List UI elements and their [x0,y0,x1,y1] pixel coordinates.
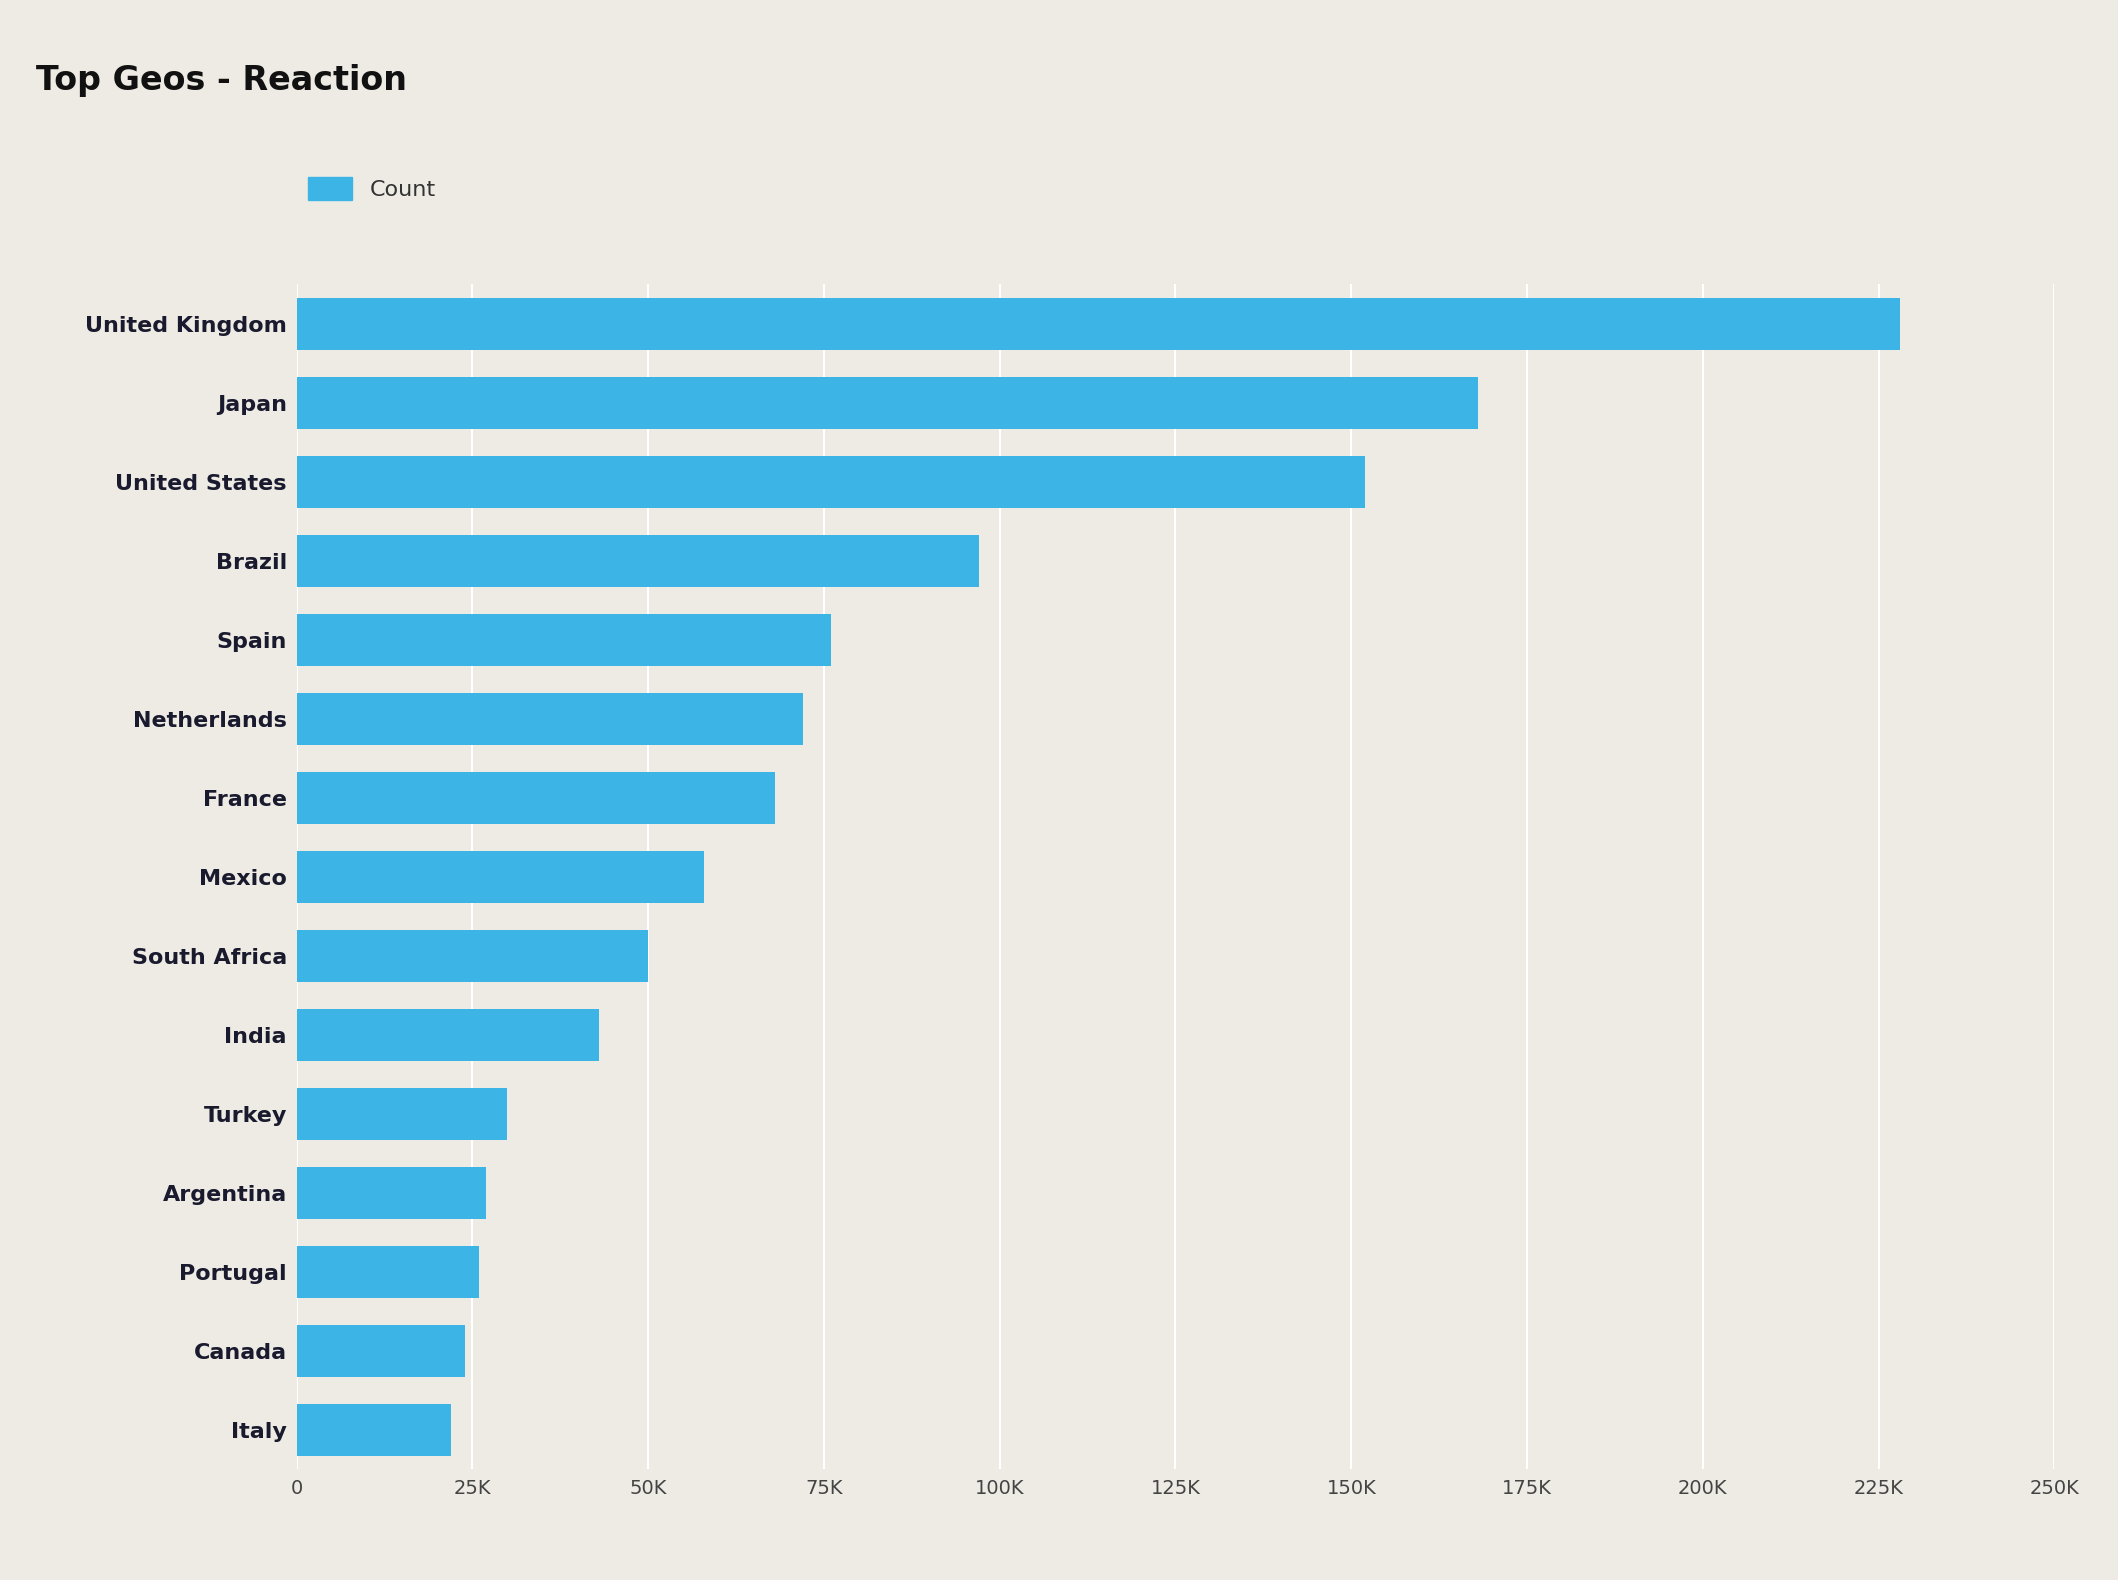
Bar [297,1326,466,1376]
Text: Top Geos - Reaction: Top Geos - Reaction [36,65,407,98]
Bar [297,457,1366,507]
Bar [297,536,979,586]
Bar [297,1247,479,1297]
Bar [297,931,648,981]
Bar [297,773,775,823]
Bar [297,299,1900,349]
Bar [297,1405,451,1455]
Bar [297,1089,508,1139]
Bar [297,852,705,902]
Bar [297,378,1478,428]
Bar [297,1010,599,1060]
Bar [297,615,830,665]
Legend: Count: Count [307,177,436,201]
Bar [297,694,803,744]
Bar [297,1168,487,1218]
